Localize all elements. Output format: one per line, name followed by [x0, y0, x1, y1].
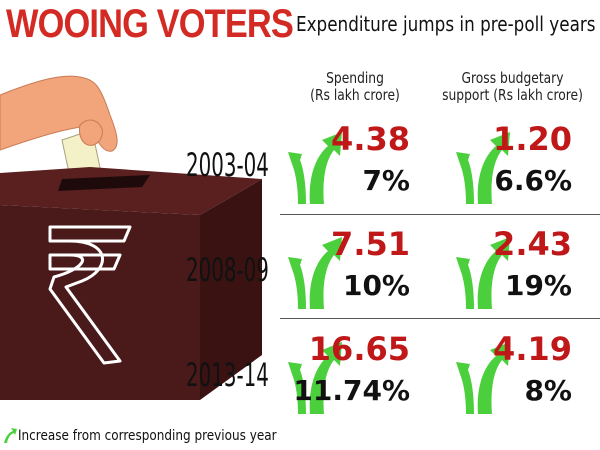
row-year-label: 2013-14	[186, 356, 269, 394]
green-up-arrow-icon	[456, 237, 510, 309]
spending-growth: 7%	[362, 164, 410, 197]
gbs-growth: 6.6%	[494, 164, 572, 197]
footer-legend: Increase from corresponding previous yea…	[18, 428, 277, 444]
spending-value: 16.65	[308, 330, 410, 368]
spending-value: 4.38	[331, 120, 410, 158]
chart-subtitle: Expenditure jumps in pre-poll years	[296, 12, 596, 36]
column-header-spending: Spending (Rs lakh crore)	[310, 69, 400, 104]
gbs-value: 1.20	[493, 120, 572, 158]
gbs-value: 2.43	[493, 225, 572, 263]
green-up-arrow-icon	[456, 342, 510, 414]
gbs-growth: 19%	[504, 269, 572, 302]
row-divider	[280, 214, 600, 215]
green-up-arrow-icon	[288, 237, 342, 309]
page-title: WOOING VOTERS	[6, 2, 294, 46]
gbs-value: 4.19	[493, 330, 572, 368]
green-up-arrow-icon	[456, 132, 510, 204]
spending-growth: 11.74%	[293, 374, 410, 407]
row-year-label: 2008-09	[186, 251, 269, 289]
column-header-gbs: Gross budgetary support (Rs lakh crore)	[442, 69, 583, 104]
gbs-growth: 8%	[524, 374, 572, 407]
spending-growth: 10%	[342, 269, 410, 302]
green-up-arrow-icon	[4, 428, 17, 443]
row-divider	[280, 318, 600, 319]
green-up-arrow-icon	[288, 342, 342, 414]
green-up-arrow-icon	[288, 132, 342, 204]
row-year-label: 2003-04	[186, 146, 269, 184]
spending-value: 7.51	[331, 225, 410, 263]
ballot-box-rupee-icon	[0, 75, 262, 400]
